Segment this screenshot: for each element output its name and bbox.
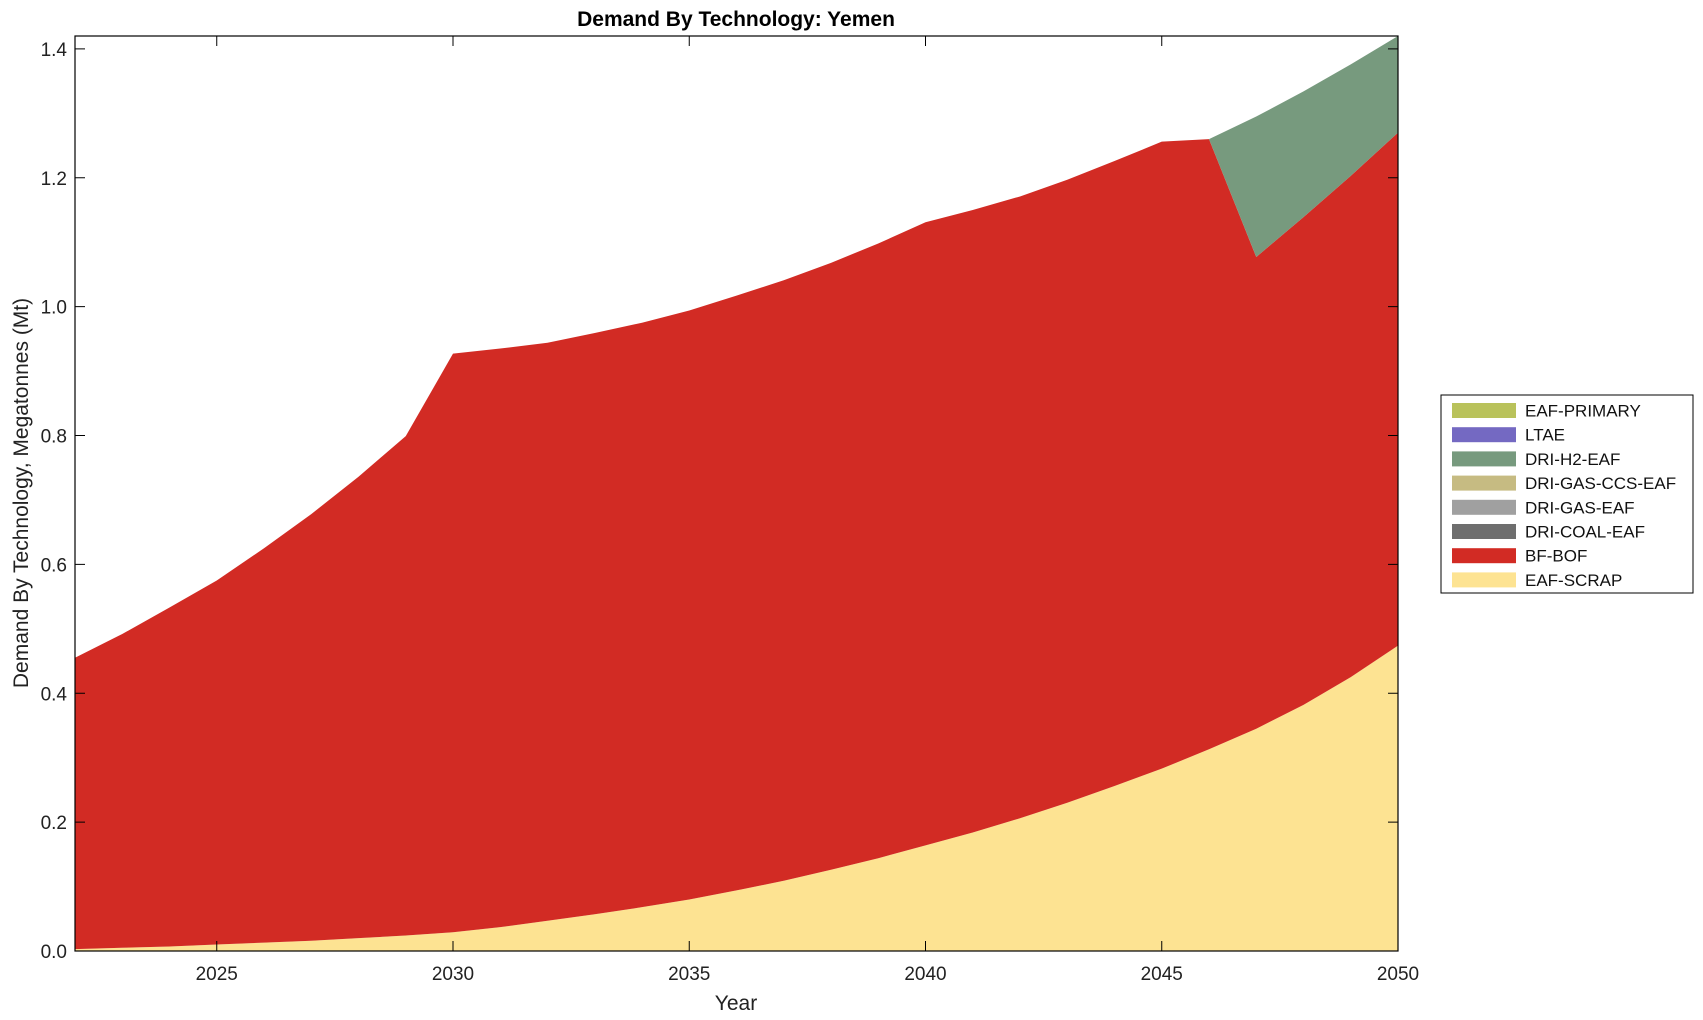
axis-ticks: 2025 2030 2035 2040 2045 2050 0.0 0.2 0.4 0.6 0.8 1… [41,36,1419,985]
legend-swatch-dri-gas-ccs-eaf [1452,475,1516,491]
x-tick-label: 2045 [1141,964,1183,985]
plot-frame [74,35,1399,952]
y-tick-label: 0.2 [41,813,67,834]
chart-title: Demand By Technology: Yemen [577,8,895,31]
legend-swatch-eaf-scrap [1452,572,1516,588]
legend: EAF-PRIMARY LTAE DRI-H2-EAF DRI-GAS-CCS-EAF… [1440,394,1694,594]
y-tick-label: 0.6 [41,555,67,576]
legend-label-eaf-scrap: EAF-SCRAP [1525,571,1622,590]
x-axis-label: Year [715,992,757,1015]
legend-swatch-dri-h2-eaf [1452,451,1516,467]
y-tick-label: 1.2 [41,169,67,190]
x-tick-label: 2025 [196,964,238,985]
legend-label-dri-gas-eaf: DRI-GAS-EAF [1525,498,1635,517]
legend-label-dri-h2-eaf: DRI-H2-EAF [1525,450,1620,469]
legend-swatch-eaf-primary [1452,403,1516,418]
y-tick-label: 0.8 [41,427,67,448]
legend-swatch-bf-bof [1452,548,1516,564]
legend-label-eaf-primary: EAF-PRIMARY [1525,402,1641,421]
area-bf-bof [75,132,1398,950]
legend-label-dri-gas-ccs-eaf: DRI-GAS-CCS-EAF [1525,474,1676,493]
y-tick-label: 1.0 [41,298,67,319]
areas-layer [75,36,1398,951]
x-tick-label: 2035 [668,964,710,985]
legend-swatch-ltae [1452,427,1516,443]
legend-label-ltae: LTAE [1525,426,1565,445]
x-tick-label: 2050 [1377,964,1419,985]
y-tick-label: 0.0 [41,942,67,963]
y-tick-label: 1.4 [41,40,68,61]
x-tick-label: 2040 [904,964,946,985]
area-eaf-scrap [75,645,1398,951]
legend-label-dri-coal-eaf: DRI-COAL-EAF [1525,523,1645,542]
legend-swatch-dri-gas-eaf [1452,499,1516,515]
y-tick-label: 0.4 [41,684,68,705]
legend-swatch-dri-coal-eaf [1452,524,1516,539]
legend-label-bf-bof: BF-BOF [1525,547,1587,566]
x-tick-label: 2030 [432,964,474,985]
y-axis-label: Demand By Technology, Megatonnes (Mt) [10,298,33,688]
